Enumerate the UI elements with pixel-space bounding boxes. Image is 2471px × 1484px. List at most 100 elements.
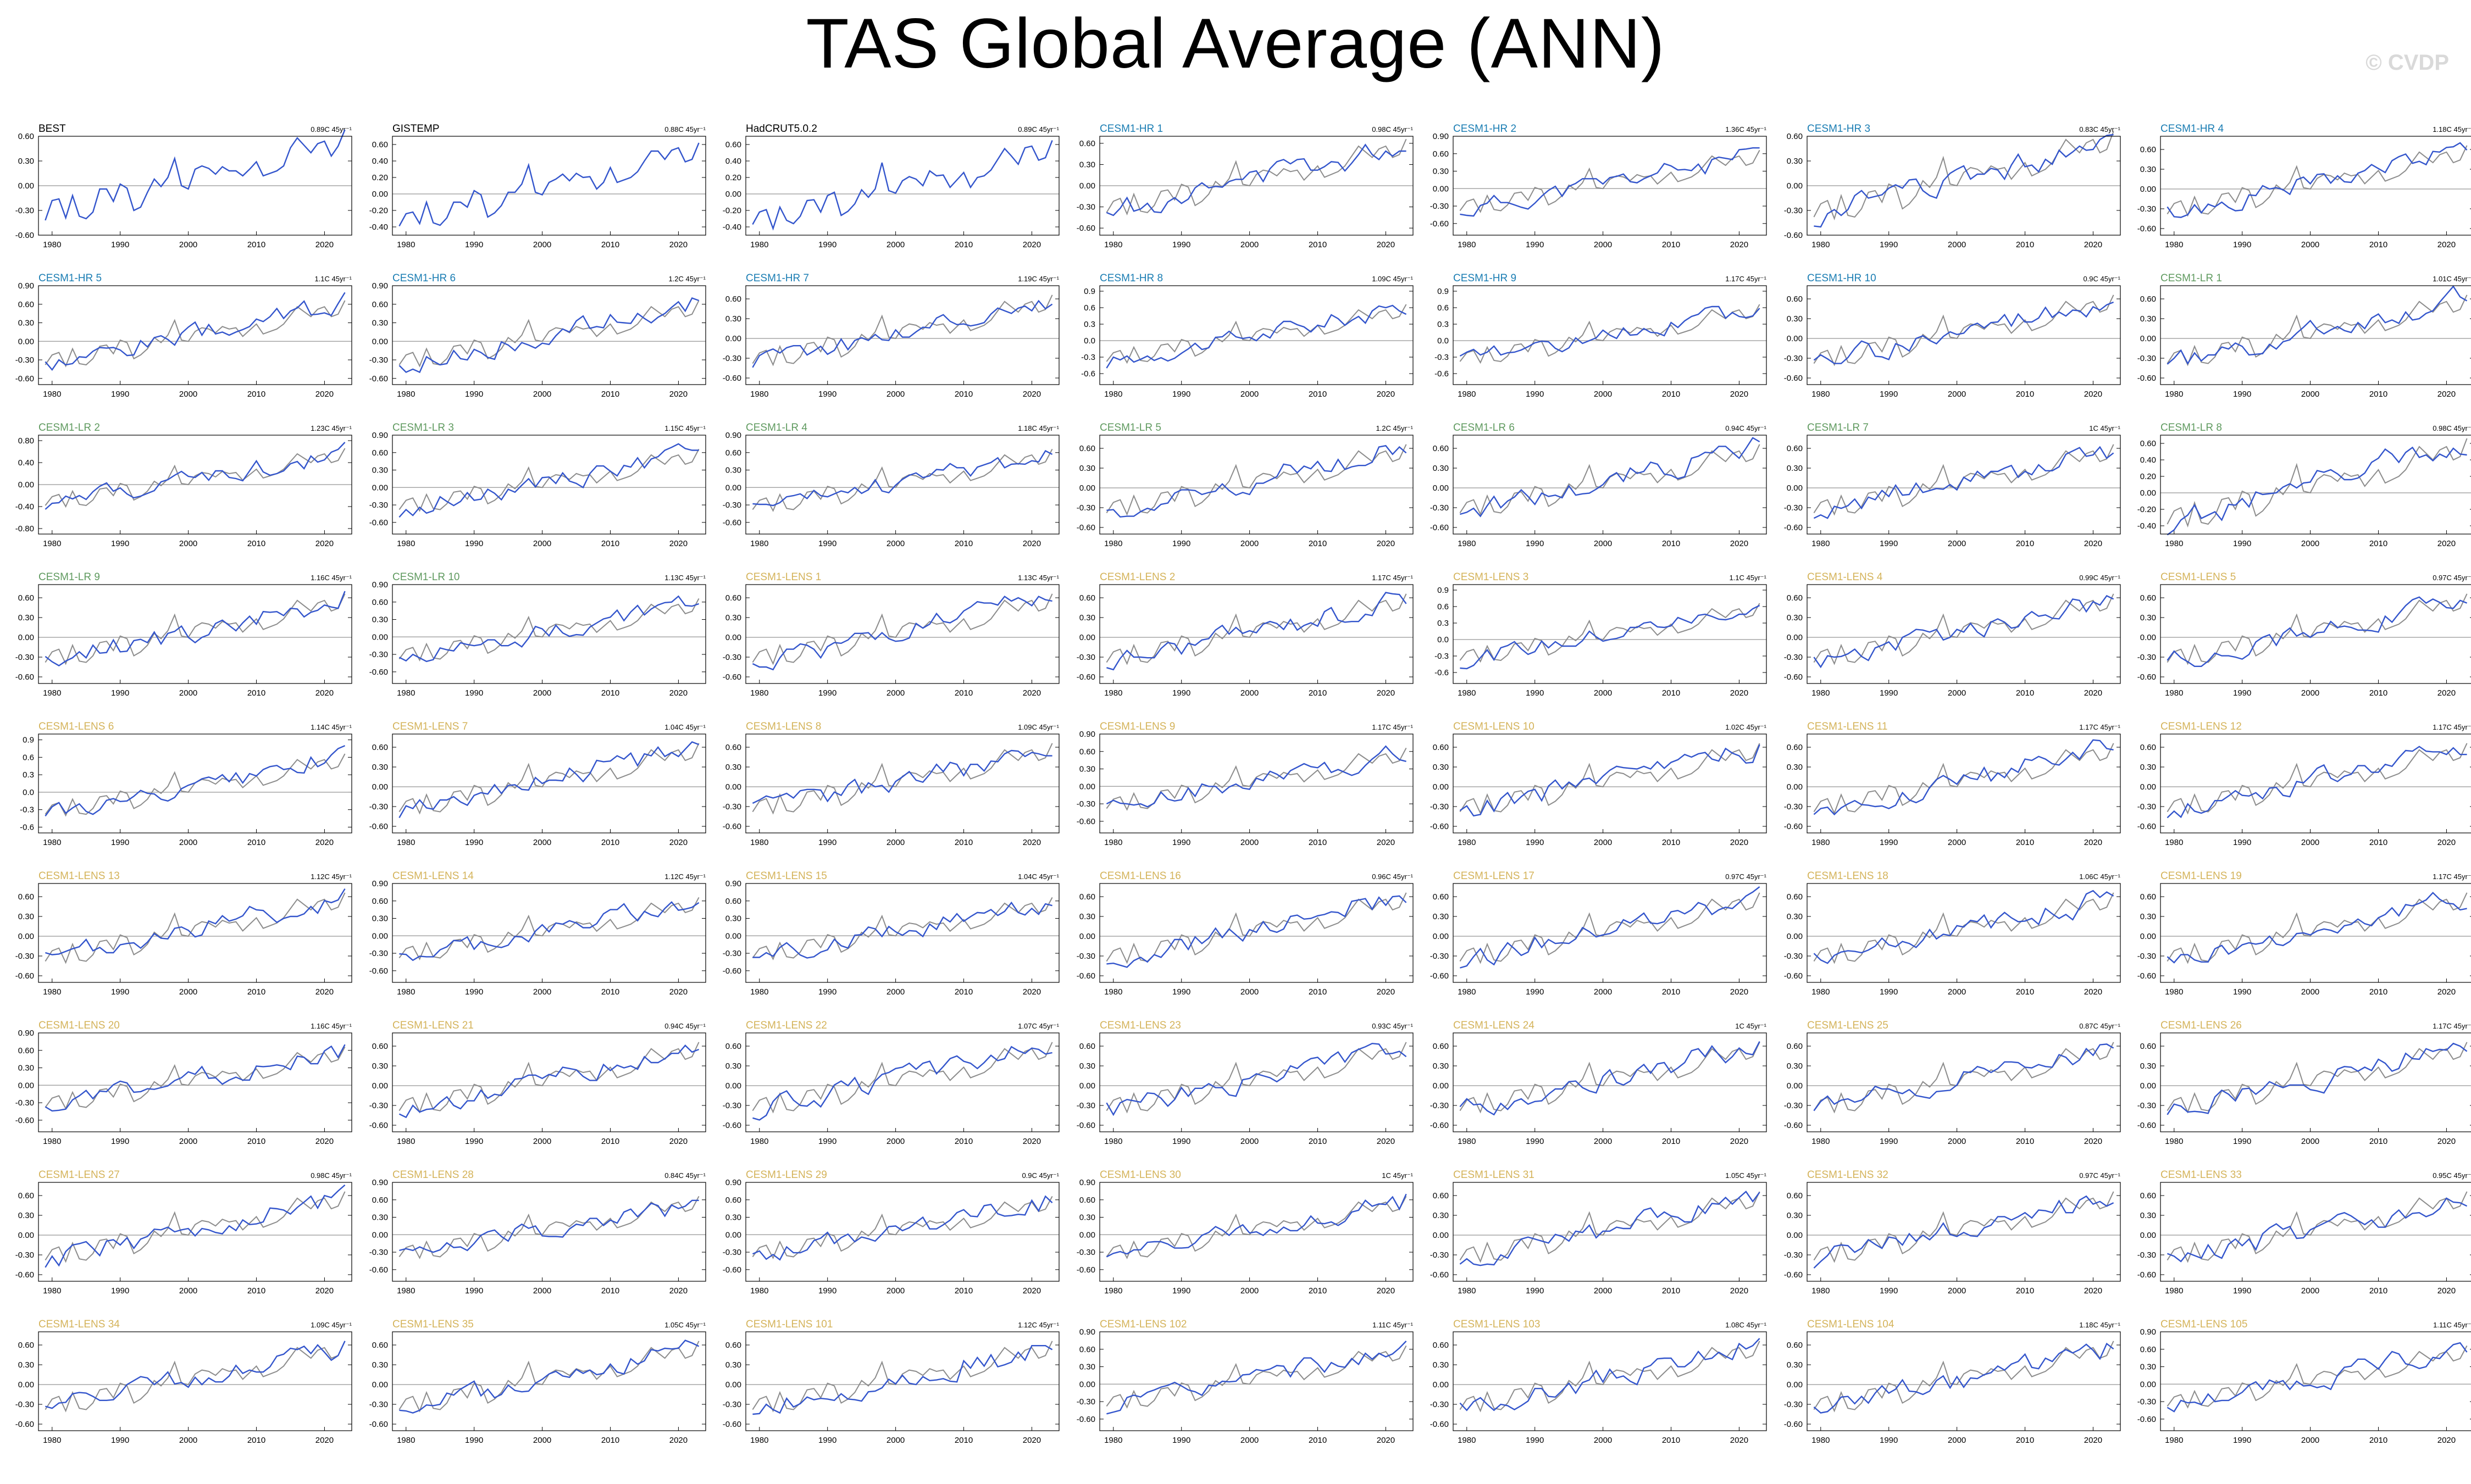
panel-plot: 0.90 0.60 0.30 0.00 -0.30 -0.60 1980 1990 2000 20…: [723, 879, 1060, 997]
chart-panel: CESM1-LENS 8 1.09C 45yr⁻¹ 0.60 0.30 0.00 -0.3…: [707, 719, 1061, 868]
y-tick-label: 0.30: [1433, 763, 1449, 772]
panel-title: HadCRUT5.0.2: [746, 123, 817, 135]
x-tick-label: 2000: [1594, 539, 1612, 548]
y-tick-label: 0.60: [2140, 145, 2156, 154]
y-tick-label: -0.60: [369, 668, 388, 677]
x-tick-label: 1980: [397, 1436, 415, 1445]
y-tick-label: -0.60: [2137, 1415, 2156, 1424]
y-tick-label: -0.30: [2137, 802, 2156, 812]
series-line: [1106, 1341, 1407, 1415]
panel-plot: 0.60 0.30 0.00 -0.30 -0.60 1980 1990 2000 2010 20…: [1784, 285, 2121, 399]
x-tick-label: 1990: [1526, 1436, 1544, 1445]
panel-plot: 0.90 0.60 0.30 0.00 -0.30 -0.60 1980 1990 2000 20…: [369, 580, 706, 698]
x-tick-label: 2010: [2016, 1137, 2034, 1146]
x-tick-label: 2020: [1377, 539, 1395, 548]
panel-trend-label: 0.89C 45yr⁻¹: [311, 125, 352, 134]
plot-frame: [2160, 883, 2471, 983]
y-tick-label: 0.00: [18, 181, 34, 191]
y-tick-label: 0.60: [372, 1196, 388, 1205]
y-tick-label: 0.30: [1079, 1213, 1095, 1222]
y-tick-label: -0.60: [2137, 374, 2156, 383]
x-tick-label: 1990: [1172, 1137, 1190, 1146]
plot-frame: [392, 733, 706, 833]
x-tick-label: 1990: [1880, 390, 1898, 399]
panel-plot: 0.60 0.30 0.00 -0.30 -0.60 1980 1990 2000 2010 20…: [723, 1032, 1060, 1146]
series-line: [752, 901, 1052, 959]
chart-panel: CESM1-LENS 102 1.11C 45yr⁻¹ 0.90 0.60 0.30 0.…: [1061, 1316, 1415, 1466]
y-tick-label: 0.30: [1079, 765, 1095, 774]
y-tick-label: -0.60: [1077, 224, 1095, 233]
panel-title: CESM1-LENS 33: [2160, 1169, 2242, 1181]
chart-panel: CESM1-LENS 28 0.84C 45yr⁻¹ 0.90 0.60 0.30 0.0…: [354, 1167, 707, 1316]
x-tick-label: 2000: [1240, 240, 1259, 249]
x-tick-label: 2020: [1730, 1286, 1748, 1296]
y-tick-label: 0.60: [18, 1341, 34, 1350]
x-tick-label: 1980: [750, 688, 768, 698]
y-tick-label: -0.60: [2137, 822, 2156, 831]
y-tick-label: 0.60: [1787, 1341, 1803, 1350]
x-tick-label: 2010: [2369, 838, 2387, 847]
panel-title: CESM1-LENS 104: [1807, 1319, 1894, 1330]
series-line: [2167, 446, 2467, 536]
panel-title: CESM1-LENS 105: [2160, 1319, 2248, 1330]
y-tick-label: -0.6: [20, 822, 34, 832]
x-tick-label: 2010: [2369, 688, 2387, 698]
x-tick-label: 1990: [2233, 1286, 2251, 1296]
panel-title: CESM1-LENS 18: [1807, 870, 1888, 882]
x-tick-label: 1990: [818, 688, 836, 698]
y-tick-label: 0.40: [18, 458, 34, 468]
panel-trend-label: 1.12C 45yr⁻¹: [664, 872, 706, 881]
y-tick-label: -0.60: [2137, 1121, 2156, 1130]
chart-panel: CESM1-LENS 17 0.97C 45yr⁻¹ 0.60 0.30 0.00 -0.…: [1415, 868, 1768, 1018]
y-tick-label: -0.3: [1434, 652, 1449, 661]
series-line: [1460, 604, 1760, 670]
plot-frame: [1807, 584, 2121, 684]
x-tick-label: 1990: [465, 688, 483, 698]
observed-reference-line: [1459, 1042, 1760, 1114]
plot-frame: [1807, 285, 2121, 385]
series-line: [2167, 285, 2468, 365]
y-tick-label: 0.00: [2140, 1380, 2156, 1389]
y-tick-label: -0.20: [723, 206, 741, 215]
panel-plot: 0.90 0.60 0.30 0.00 -0.30 -0.60 1980 1990 2000 20…: [1077, 1327, 1414, 1445]
chart-panel: CESM1-LENS 18 1.06C 45yr⁻¹ 0.60 0.30 0.00 -0.…: [1769, 868, 2122, 1018]
observed-reference-line: [45, 1341, 346, 1413]
y-tick-label: 0.30: [1787, 1061, 1803, 1071]
observed-reference-line: [1106, 1042, 1407, 1114]
y-tick-label: -0.60: [15, 1420, 34, 1429]
chart-panel: CESM1-HR 2 1.36C 45yr⁻¹ 0.90 0.60 0.30 0.00 -0…: [1415, 121, 1768, 270]
x-tick-label: 1980: [43, 1137, 61, 1146]
plot-frame: [1099, 1032, 1414, 1132]
x-tick-label: 1980: [1104, 1137, 1122, 1146]
y-tick-label: -0.30: [1784, 1400, 1803, 1409]
x-tick-label: 1990: [111, 1436, 129, 1445]
y-tick-label: 0.60: [2140, 1042, 2156, 1051]
y-tick-label: -0.30: [1430, 1400, 1449, 1409]
panel-trend-label: 1.17C 45yr⁻¹: [2079, 723, 2120, 731]
panel-title: CESM1-LR 5: [1100, 422, 1161, 433]
x-tick-label: 1990: [818, 240, 836, 249]
panel-trend-label: 1.17C 45yr⁻¹: [1372, 723, 1413, 731]
observed-reference-line: [45, 448, 346, 508]
panel-title: CESM1-LENS 34: [38, 1319, 120, 1330]
x-tick-label: 2020: [1377, 390, 1395, 399]
x-tick-label: 1980: [397, 390, 415, 399]
x-tick-label: 1980: [1811, 1286, 1830, 1296]
x-tick-label: 1990: [1172, 240, 1190, 249]
x-tick-label: 2000: [887, 240, 905, 249]
x-tick-label: 2000: [2301, 987, 2319, 997]
x-tick-label: 2000: [1948, 539, 1966, 548]
y-tick-label: 0.60: [18, 132, 34, 141]
x-tick-label: 2010: [1662, 240, 1680, 249]
panel-trend-label: 0.9C 45yr⁻¹: [1022, 1171, 1059, 1180]
chart-panel: CESM1-LR 1 1.01C 45yr⁻¹ 0.60 0.30 0.00 -0.30 -…: [2122, 270, 2471, 420]
y-tick-label: -0.30: [723, 1400, 741, 1409]
y-tick-label: -0.30: [1784, 503, 1803, 513]
x-tick-label: 1990: [111, 987, 129, 997]
y-tick-label: -0.60: [369, 966, 388, 976]
x-tick-label: 2000: [887, 1286, 905, 1296]
plot-frame: [392, 1032, 706, 1132]
panel-title: CESM1-LENS 5: [2160, 571, 2236, 583]
panel-trend-label: 1.19C 45yr⁻¹: [1018, 275, 1059, 283]
x-tick-label: 2010: [955, 688, 973, 698]
